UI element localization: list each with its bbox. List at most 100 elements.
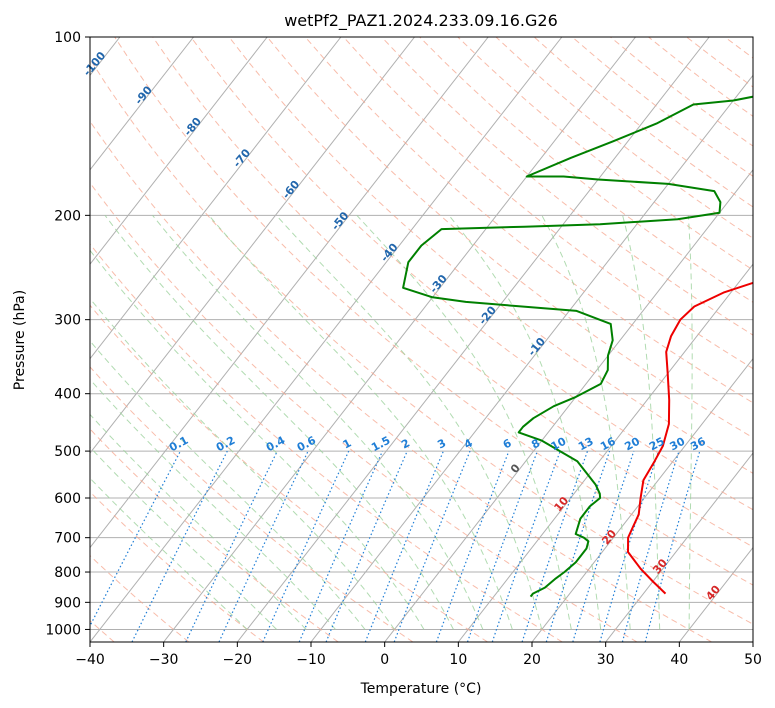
mixing-ratio-line — [491, 450, 561, 642]
isotherm-line — [90, 37, 194, 171]
dry-adiabat-line — [152, 37, 753, 548]
moist-adiabat-line — [90, 378, 336, 630]
x-tick-label: −30 — [149, 652, 179, 668]
x-tick-label: 20 — [523, 652, 541, 668]
mixing-ratio-line — [435, 450, 510, 642]
y-tick-label: 800 — [54, 565, 81, 581]
y-tick-label: 1000 — [45, 622, 81, 638]
dry-adiabat-line — [90, 181, 638, 642]
dry-adiabat-line — [90, 304, 488, 642]
mixing-ratio-line — [185, 450, 278, 642]
isotherm-line — [310, 74, 753, 642]
isotherm-line — [384, 168, 753, 642]
mixing-ratio-label: 1 — [341, 436, 354, 451]
moist-adiabat-line — [90, 413, 307, 630]
dry-adiabat-line — [90, 243, 563, 642]
mixing-ratio-label: 16 — [598, 435, 618, 454]
isotherm-label: 10 — [551, 494, 571, 514]
moist-adiabat-line — [687, 215, 693, 630]
moist-adiabat-line — [90, 340, 366, 630]
dry-adiabat-line — [90, 491, 264, 642]
dry-adiabat-line — [190, 37, 753, 511]
moist-adiabat-line — [90, 249, 425, 630]
dry-adiabat-line — [90, 58, 753, 625]
x-tick-label: 10 — [449, 652, 467, 668]
isotherm-line — [163, 37, 636, 642]
isotherm-line — [752, 641, 753, 642]
isotherm-label: -70 — [231, 146, 254, 170]
mixing-ratio-line — [466, 450, 538, 642]
x-tick-label: 40 — [670, 652, 688, 668]
chart-title: wetPf2_PAZ1.2024.233.09.16.G26 — [284, 11, 558, 31]
mixing-ratio-line — [131, 450, 228, 642]
moist-adiabat-line — [541, 215, 631, 630]
mixing-ratio-line — [90, 450, 181, 628]
dry-adiabat-line — [381, 37, 753, 336]
isotherm-label: -50 — [329, 209, 352, 233]
y-axis-title: Pressure (hPa) — [12, 290, 28, 390]
isotherm-line — [90, 37, 342, 360]
isotherm-line — [236, 37, 710, 642]
isotherm-label: 40 — [703, 583, 723, 603]
mixing-ratio-line — [521, 450, 589, 642]
isotherm-line — [605, 452, 753, 642]
y-tick-label: 200 — [54, 208, 81, 224]
dry-adiabat-line — [228, 37, 753, 474]
background-lines — [90, 37, 753, 642]
y-tick-label: 100 — [54, 30, 81, 46]
isotherm-label: -20 — [476, 303, 499, 327]
mixing-ratio-line — [325, 450, 408, 642]
dry-adiabat-line — [114, 37, 753, 586]
x-tick-label: −10 — [296, 652, 326, 668]
mixing-ratio-label: 10 — [549, 435, 569, 454]
mixing-ratio-line — [545, 450, 611, 642]
mixing-ratio-line — [364, 450, 444, 642]
y-tick-label: 900 — [54, 595, 81, 611]
dry-adiabat-line — [343, 37, 753, 370]
mixing-ratio-line — [644, 450, 701, 642]
mixing-ratio-line — [599, 450, 660, 642]
temperature-profile — [627, 281, 753, 595]
y-tick-label: 300 — [54, 313, 81, 329]
mixing-ratio-label: 3 — [435, 436, 448, 451]
y-tick-label: 600 — [54, 491, 81, 507]
mixing-ratio-label: 20 — [622, 435, 642, 454]
x-tick-label: 30 — [597, 652, 615, 668]
isotherm-line — [90, 37, 268, 266]
isotherm-line — [90, 37, 563, 642]
mixing-ratio-line — [298, 450, 384, 642]
moist-adiabat-line — [90, 477, 248, 630]
x-tick-label: 0 — [380, 652, 389, 668]
axes: −40 −30 −20 −10 0 10 20 30 40 5010020030040050060… — [45, 30, 762, 668]
dry-adiabat-line — [90, 554, 190, 642]
isotherm-label: -30 — [427, 272, 450, 296]
mixing-ratio-line — [393, 450, 471, 642]
mixing-ratio-line — [218, 450, 309, 642]
moist-adiabat-line — [90, 446, 277, 630]
isotherm-label: 20 — [599, 527, 619, 547]
y-tick-label: 700 — [54, 531, 81, 547]
dry-adiabat-line — [533, 37, 753, 208]
moist-adiabat-line — [90, 297, 395, 630]
mixing-ratio-label: 6 — [501, 436, 514, 451]
isotherm-label: 30 — [650, 556, 670, 576]
dry-adiabat-line — [419, 37, 753, 303]
dry-adiabat-line — [686, 37, 753, 88]
mixing-ratio-label: 13 — [576, 435, 596, 454]
moist-adiabat-line — [448, 214, 602, 630]
mixing-ratio-label: 2 — [399, 436, 412, 451]
moist-adiabat-line — [104, 214, 454, 630]
isotherm-line — [90, 37, 489, 549]
y-tick-label: 500 — [54, 444, 81, 460]
mixing-ratio-label: 36 — [688, 435, 708, 454]
dry-adiabat-line — [90, 120, 712, 642]
mixing-ratio-label: 30 — [668, 435, 688, 454]
x-tick-label: −40 — [75, 652, 105, 668]
mixing-ratio-line — [572, 450, 635, 642]
moist-adiabat-line — [356, 214, 572, 630]
isotherm-line — [457, 263, 753, 642]
dewpoint-profile — [402, 95, 753, 598]
x-axis-title: Temperature (°C) — [360, 681, 482, 697]
isotherm-line — [90, 37, 415, 454]
